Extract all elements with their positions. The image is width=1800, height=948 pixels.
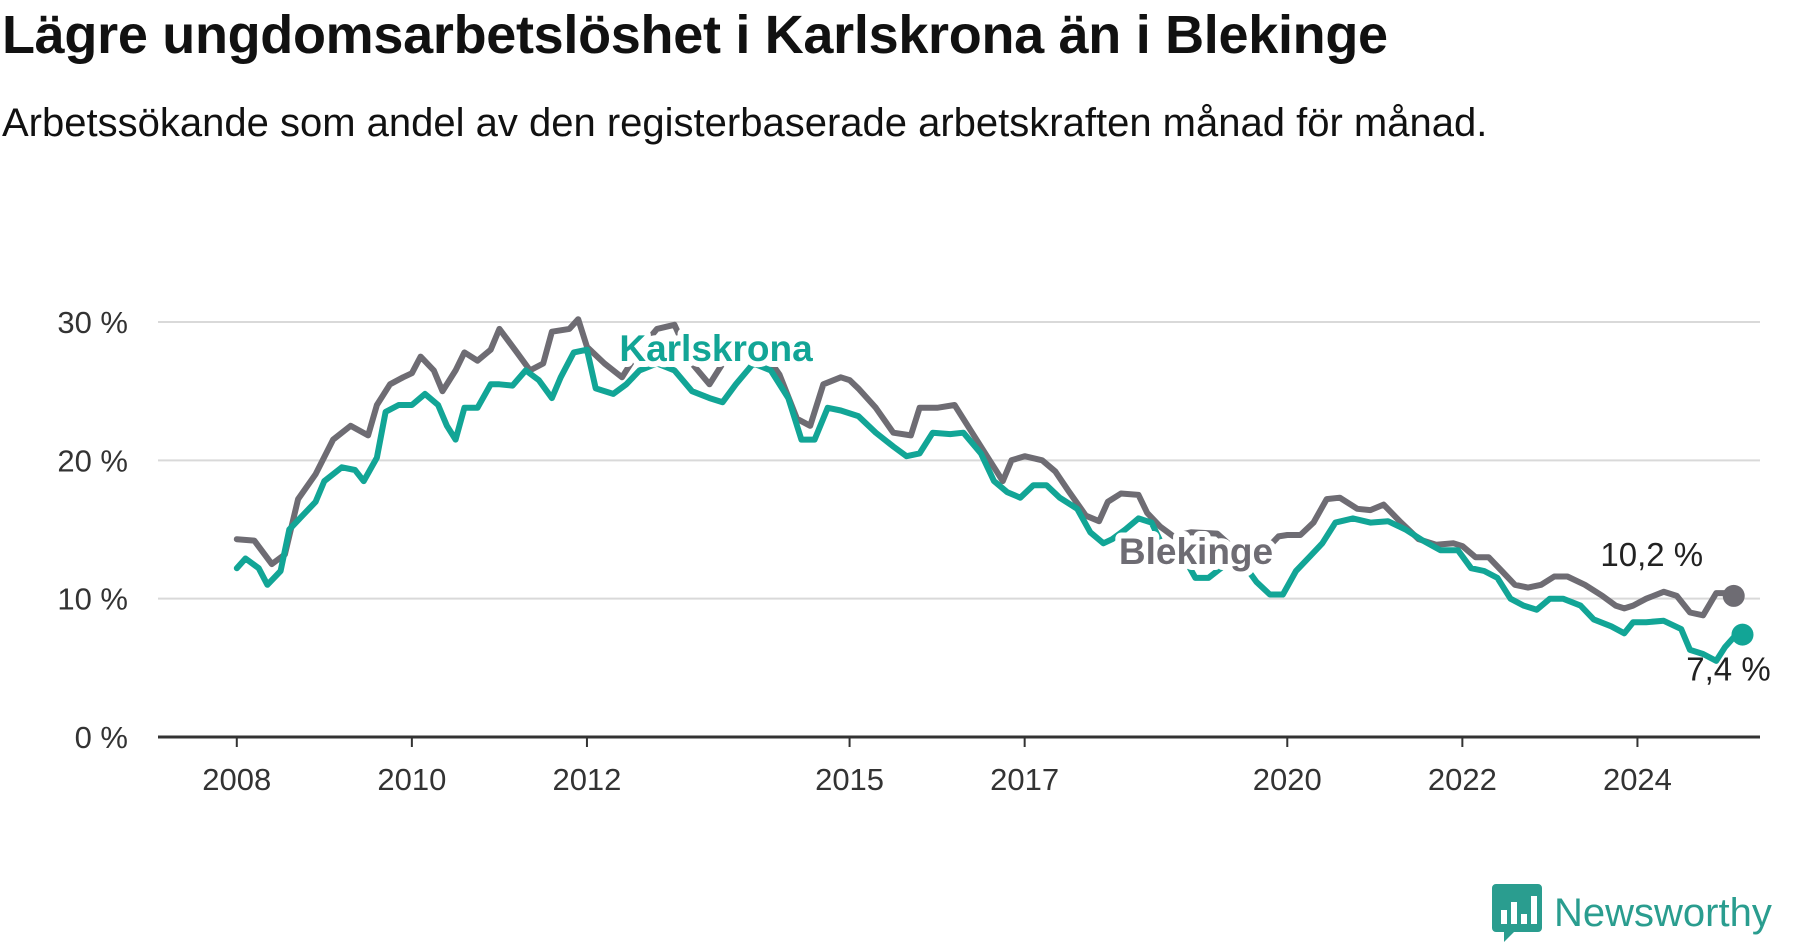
end-value-label-karlskrona: 7,4 % — [1686, 651, 1770, 688]
y-tick-label: 0 % — [75, 720, 128, 755]
series-label-blekinge-halo: Blekinge — [1119, 531, 1273, 572]
y-tick-label: 30 % — [57, 305, 128, 340]
x-tick-label: 2015 — [815, 762, 884, 797]
series-label-blekinge: Blekinge — [1119, 531, 1273, 572]
axis-layer: 0 % 10 % 20 % 30 % 2008 2010 2012 2015 2017 2020 2… — [57, 305, 1760, 797]
series-label-karlskrona: Karlskrona — [619, 328, 813, 369]
x-tick-label: 2017 — [990, 762, 1059, 797]
end-value-label-blekinge: 10,2 % — [1600, 536, 1703, 573]
grid-layer — [158, 321, 1760, 600]
series-label-karlskrona-halo: Karlskrona — [619, 328, 813, 369]
y-tick-label: 20 % — [57, 443, 128, 478]
newsworthy-logo-text: Newsworthy — [1554, 890, 1772, 935]
x-tick-label: 2024 — [1603, 762, 1672, 797]
x-tick-label: 2008 — [202, 762, 271, 797]
series-layer — [233, 316, 1754, 664]
x-tick-label: 2012 — [552, 762, 621, 797]
series-line-karlskrona — [233, 346, 1746, 664]
series-end-point-blekinge — [1722, 584, 1745, 607]
x-tick-label: 2022 — [1428, 762, 1497, 797]
x-tick-label: 2020 — [1253, 762, 1322, 797]
y-tick-label: 10 % — [57, 582, 128, 617]
chart-title: Lägre ungdomsarbetslöshet i Karlskrona ä… — [2, 5, 1388, 65]
chart-subtitle: Arbetssökande som andel av den registerb… — [2, 101, 1488, 145]
series-line-blekinge — [233, 316, 1737, 619]
series-end-point-karlskrona — [1731, 623, 1754, 646]
x-tick-label: 2010 — [377, 762, 446, 797]
newsworthy-logo: Newsworthy — [1492, 878, 1772, 948]
newsworthy-logo-icon — [1492, 884, 1542, 942]
